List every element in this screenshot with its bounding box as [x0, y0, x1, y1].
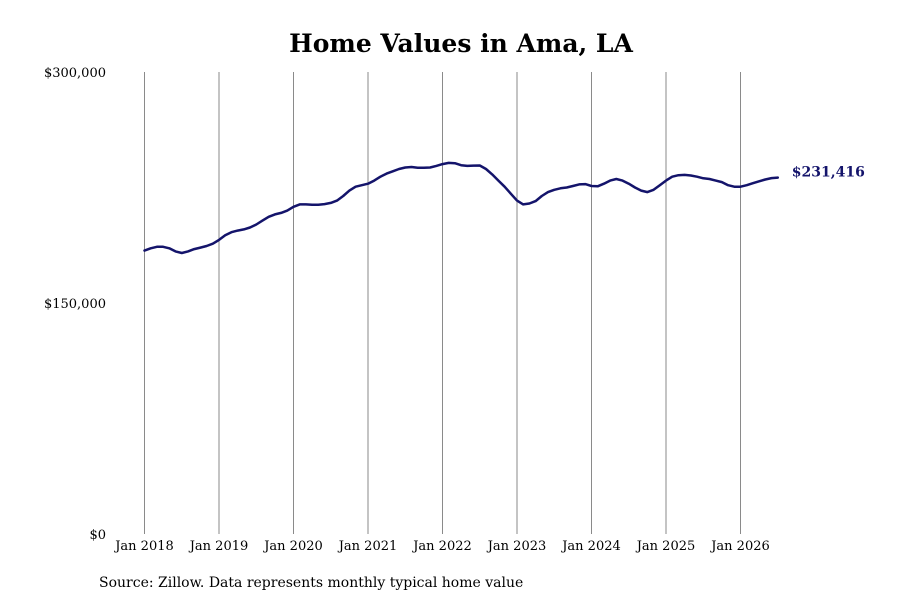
- chart-title: Home Values in Ama, LA: [289, 29, 633, 58]
- source-note: Source: Zillow. Data represents monthly …: [99, 575, 523, 591]
- end-value-label: $231,416: [792, 165, 865, 181]
- x-tick-label: Jan 2022: [411, 539, 472, 554]
- x-tick-label: Jan 2023: [486, 539, 547, 554]
- y-tick-label: $150,000: [44, 297, 106, 312]
- x-tick-label: Jan 2018: [113, 539, 174, 554]
- y-tick-label: $300,000: [44, 66, 106, 81]
- y-axis-ticks: $0 $150,000 $300,000: [44, 66, 106, 543]
- x-tick-label: Jan 2019: [188, 539, 249, 554]
- x-axis-ticks: Jan 2018 Jan 2019 Jan 2020 Jan 2021 Jan 2022…: [113, 539, 770, 554]
- x-tick-label: Jan 2024: [560, 539, 621, 554]
- x-tick-label: Jan 2025: [635, 539, 696, 554]
- x-tick-label: Jan 2026: [709, 539, 770, 554]
- gridlines: [144, 72, 741, 534]
- x-tick-label: Jan 2021: [337, 539, 398, 554]
- x-tick-label: Jan 2020: [262, 539, 323, 554]
- series-line: [143, 161, 780, 255]
- y-tick-label: $0: [89, 528, 106, 543]
- series-layer: [143, 161, 780, 255]
